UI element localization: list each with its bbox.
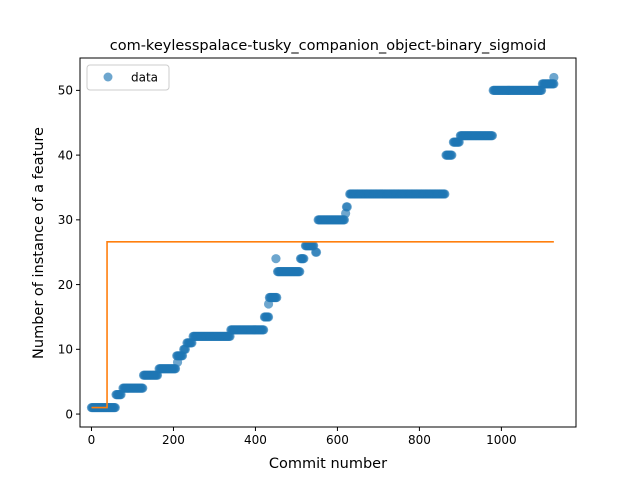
step-line xyxy=(91,241,554,409)
plot-frame xyxy=(79,57,577,428)
data-point xyxy=(263,312,274,322)
data-point xyxy=(549,79,559,89)
chart-title: com-keylesspalace-tusky_companion_object… xyxy=(110,38,547,54)
legend-label-data: data xyxy=(131,71,158,85)
step-line-series xyxy=(91,241,554,409)
y-axis-label: Number of instance of a feature xyxy=(31,127,47,359)
y-tick-label: 20 xyxy=(58,278,73,292)
data-point xyxy=(447,150,457,160)
data-point xyxy=(271,254,281,264)
y-tick-label: 0 xyxy=(65,407,73,421)
data-point xyxy=(295,267,305,277)
plot-area xyxy=(79,57,577,428)
data-point xyxy=(299,254,309,264)
x-axis: 0 200 400 600 800 1000 xyxy=(88,427,517,447)
x-axis-label: Commit number xyxy=(269,456,387,472)
y-tick-label: 30 xyxy=(58,213,73,227)
data-point xyxy=(259,325,269,335)
data-point xyxy=(172,357,183,367)
y-tick-label: 40 xyxy=(58,148,73,162)
data-point xyxy=(110,402,120,413)
data-point xyxy=(138,383,148,393)
data-point xyxy=(341,208,351,218)
y-tick-label: 50 xyxy=(58,84,73,98)
legend-box xyxy=(86,64,170,91)
data-point xyxy=(549,72,559,83)
legend-marker-data xyxy=(103,72,113,82)
data-point xyxy=(440,189,450,199)
x-tick-label: 1000 xyxy=(486,433,517,447)
y-axis: 0 10 20 30 40 50 xyxy=(58,84,80,421)
data-point xyxy=(272,292,282,303)
x-tick-label: 400 xyxy=(244,433,267,447)
x-tick-label: 600 xyxy=(326,433,349,447)
y-tick-label: 10 xyxy=(58,343,73,357)
data-point xyxy=(263,299,274,309)
x-tick-label: 800 xyxy=(408,433,431,447)
data-point xyxy=(487,131,497,141)
data-point xyxy=(311,247,322,257)
x-tick-label: 200 xyxy=(162,433,185,447)
x-tick-label: 0 xyxy=(88,433,96,447)
legend: data xyxy=(86,64,170,91)
